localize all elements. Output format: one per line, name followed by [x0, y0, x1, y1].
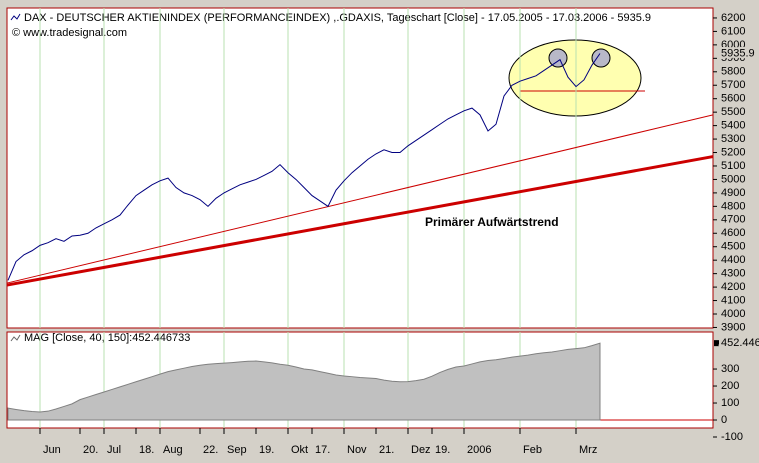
highlight-circle [548, 48, 568, 68]
last-value-label: 5935.9 [721, 47, 755, 59]
x-tick-label: 19. [259, 444, 274, 456]
highlight-circle [591, 48, 611, 68]
y-tick-label: 4000 [721, 308, 745, 320]
y-tick-label: 6000 [721, 39, 745, 51]
x-tick-label: Okt [291, 444, 308, 456]
chart-title: DAX - DEUTSCHER AKTIENINDEX (PERFORMANCE… [24, 12, 651, 24]
y-tick-label: 4600 [721, 227, 745, 239]
x-tick-label: 18. [139, 444, 154, 456]
y-tick-label: 4100 [721, 294, 745, 306]
x-tick-label: Feb [523, 444, 542, 456]
y-tick-label: 3900 [721, 321, 745, 333]
y-tick-label: 6200 [721, 12, 745, 24]
trendline [6, 155, 714, 287]
x-tick-label: 21. [379, 444, 394, 456]
y-tick-label: 4500 [721, 241, 745, 253]
y-tick-label: -100 [721, 431, 743, 443]
y-tick-label: 200 [721, 380, 739, 392]
y-tick-label: 4300 [721, 268, 745, 280]
y-tick-label: 0 [721, 414, 727, 426]
y-tick-label: 5200 [721, 146, 745, 158]
y-tick-label: 4700 [721, 214, 745, 226]
y-tick-label: 5600 [721, 93, 745, 105]
last-value-label: 452.446733 [721, 337, 759, 349]
annotation: Primärer Aufwärtstrend [425, 215, 559, 229]
y-tick-label: 4800 [721, 200, 745, 212]
x-tick-label: Aug [163, 444, 183, 456]
y-tick-label: 4900 [721, 187, 745, 199]
y-tick-label: 5800 [721, 66, 745, 78]
x-tick-label: Nov [347, 444, 367, 456]
y-tick-label: 5500 [721, 106, 745, 118]
x-tick-label: Mrz [579, 444, 597, 456]
y-tick-label: 5100 [721, 160, 745, 172]
y-tick-label: 100 [721, 397, 739, 409]
y-tick-label: 5300 [721, 133, 745, 145]
y-tick-label: 4200 [721, 281, 745, 293]
y-tick-label: 5900 [721, 52, 745, 64]
x-tick-label: 2006 [467, 444, 491, 456]
x-tick-label: 19. [435, 444, 450, 456]
y-tick-label: 4400 [721, 254, 745, 266]
area [7, 342, 601, 421]
x-tick-label: 22. [203, 444, 218, 456]
trendline [6, 114, 714, 284]
x-tick-label: Jul [107, 444, 121, 456]
y-tick-label: 5400 [721, 120, 745, 132]
x-tick-label: 20. [83, 444, 98, 456]
mag-title: MAG [Close, 40, 150]:452.446733 [24, 332, 190, 344]
line [7, 53, 601, 281]
plot-layer: Jun 20. Jul 18. Aug 22. Sep 19. Okt 17. Nov 21. Dez 1… [6, 8, 759, 456]
y-tick-label: 6100 [721, 25, 745, 37]
y-tick-label: 5000 [721, 173, 745, 185]
x-tick-label: 17. [315, 444, 330, 456]
x-tick-label: Sep [227, 444, 247, 456]
x-tick-label: Jun [43, 444, 61, 456]
x-tick-label: Dez [411, 444, 431, 456]
y-tick-label: 5700 [721, 79, 745, 91]
subtitle: © www.tradesignal.com [12, 27, 127, 39]
last-value-marker [714, 340, 719, 347]
legend-icon [10, 13, 21, 21]
y-tick-label: 300 [721, 363, 739, 375]
legend-icon [10, 334, 21, 342]
